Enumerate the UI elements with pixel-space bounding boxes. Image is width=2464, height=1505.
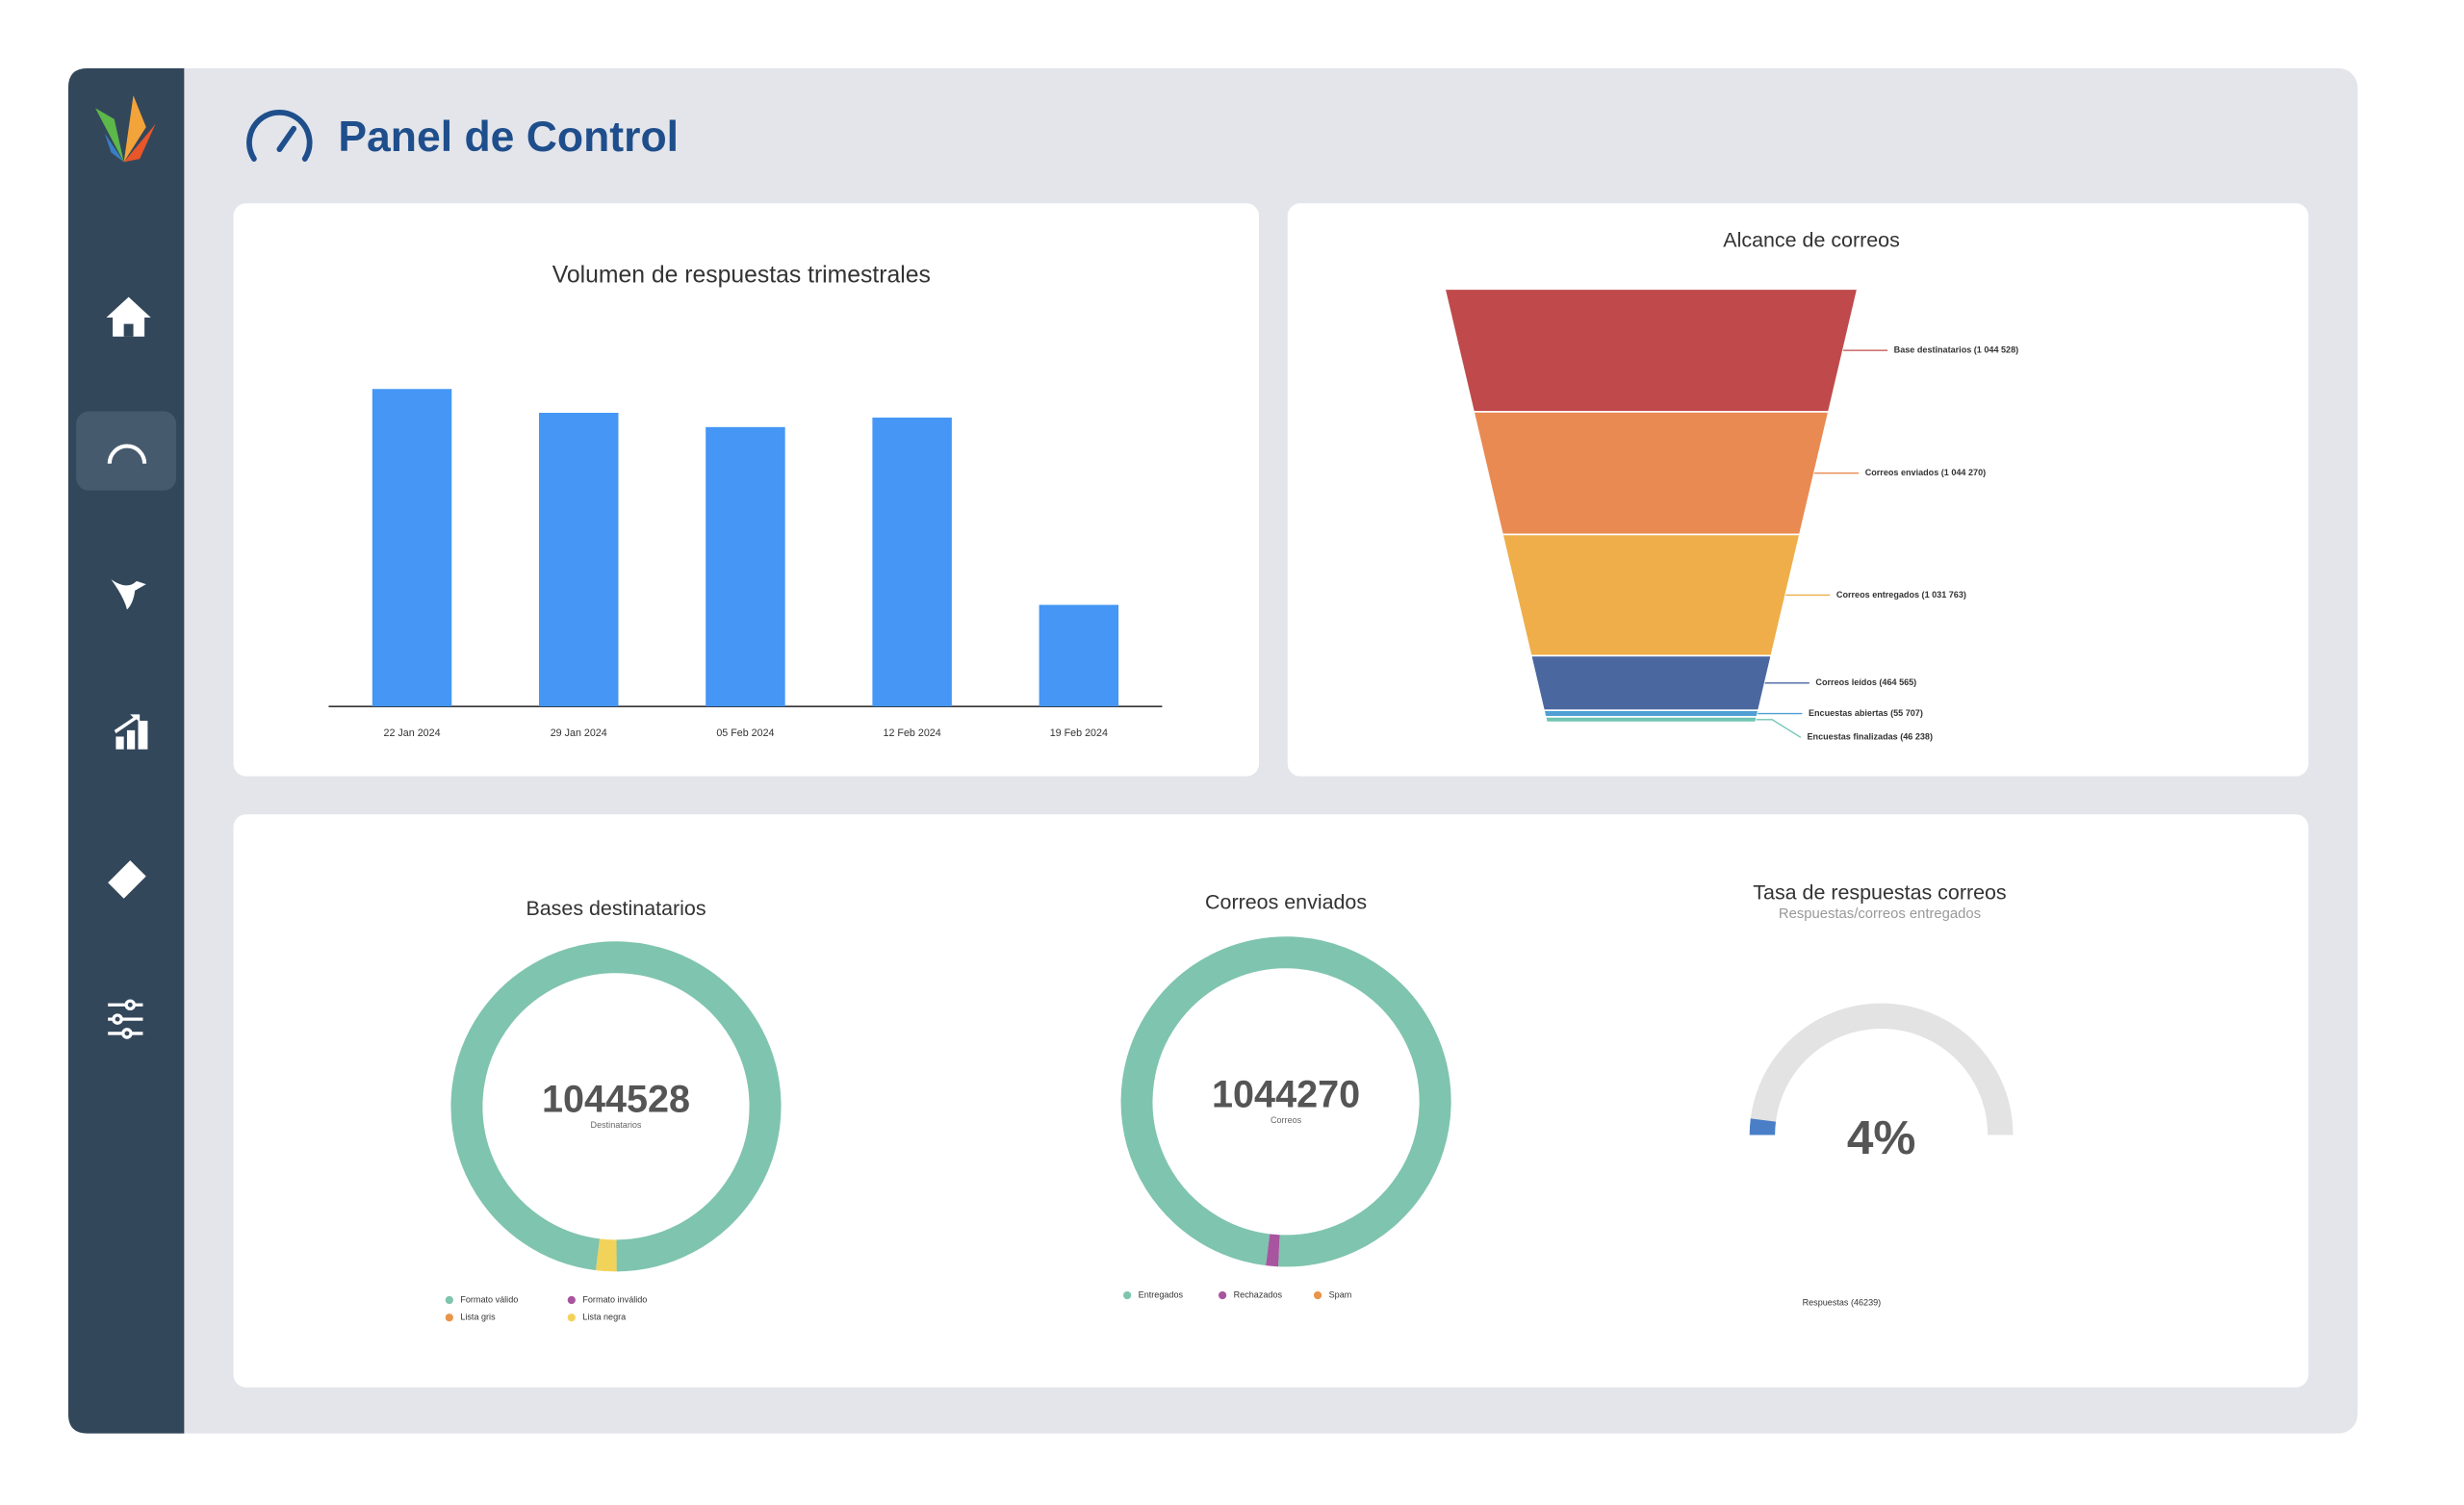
data-label: Base destinatarios (1 044 528) [1894,345,2018,355]
legend-label: Spam [1329,1289,1352,1299]
funnel-segment [1529,654,1773,712]
donut-slice [1266,1234,1280,1267]
bar [539,412,619,707]
center-total: 1044528 [542,1078,690,1120]
legend-label: Rechazados [1234,1289,1283,1299]
legend-label: Respuestas (46239) [1803,1298,1882,1308]
funnel-segment [1544,716,1758,724]
dashboard-icon[interactable] [107,444,147,464]
bar [372,389,452,707]
center-caption: Destinatarios [591,1120,642,1130]
page-title: Panel de Control [338,114,679,161]
legend-swatch [445,1314,453,1322]
gauge-track [1749,1003,2014,1135]
chart-title: Bases destinatarios [526,897,706,920]
funnel-segment [1472,411,1830,536]
chart-title: Volumen de respuestas trimestrales [552,263,931,289]
legend-swatch [567,1314,576,1322]
settings-icon[interactable] [108,999,143,1039]
legend-swatch [445,1295,453,1305]
data-label: Correos leídos (464 565) [1815,677,1916,687]
legend-swatch [1313,1290,1322,1300]
home-icon[interactable] [106,296,151,337]
chart-title: Correos enviados [1205,890,1367,913]
data-label: Correos entregados (1 031 763) [1836,590,1966,599]
gauge-value [1749,1118,1777,1135]
gauge-value-label: 4% [1847,1111,1916,1164]
legend-label: Formato inválido [582,1294,647,1304]
bar [1039,604,1119,707]
funnel-segment [1501,533,1801,657]
leader-line [1756,719,1802,738]
header-icon [246,110,313,162]
donut-slice [450,941,782,1272]
donut-slice [596,1238,617,1272]
legend-swatch [1123,1290,1132,1300]
legend-label: Lista negra [582,1313,627,1322]
legend-swatch [1218,1290,1227,1300]
data-label: Correos enviados (1 044 270) [1865,468,1986,477]
funnel-segment [1542,709,1760,718]
chart-title: Tasa de respuestas correos [1753,880,2006,904]
card [233,814,2309,1388]
legend-label: Formato válido [460,1294,518,1304]
x-tick-label: 29 Jan 2024 [551,727,607,739]
nav-icons [76,296,177,1039]
gauge-subtitle: Respuestas/correos entregados [1779,906,1981,922]
x-tick-label: 12 Feb 2024 [884,727,941,739]
bar [872,417,952,707]
sidebar [67,68,185,1434]
data-label: Encuestas finalizadas (46 238) [1808,732,1933,742]
x-tick-label: 05 Feb 2024 [716,727,774,739]
legend-swatch [567,1295,576,1305]
center-caption: Correos [1270,1115,1302,1125]
x-tick-label: 19 Feb 2024 [1050,727,1108,739]
x-tick-label: 22 Jan 2024 [384,727,441,739]
chart-title: Alcance de correos [1723,228,1900,251]
donut-slice [1120,936,1451,1267]
bird-icon[interactable] [111,579,146,610]
legend-label: Entregados [1139,1289,1184,1299]
nav-active[interactable] [76,411,177,491]
data-label: Encuestas abiertas (55 707) [1809,708,1923,718]
funnel-segment [1443,288,1859,413]
stats-icon[interactable] [114,714,148,750]
legend-label: Lista gris [460,1313,496,1322]
center-total: 1044270 [1212,1073,1360,1115]
ticket-icon[interactable] [108,860,146,899]
bar [706,426,785,707]
